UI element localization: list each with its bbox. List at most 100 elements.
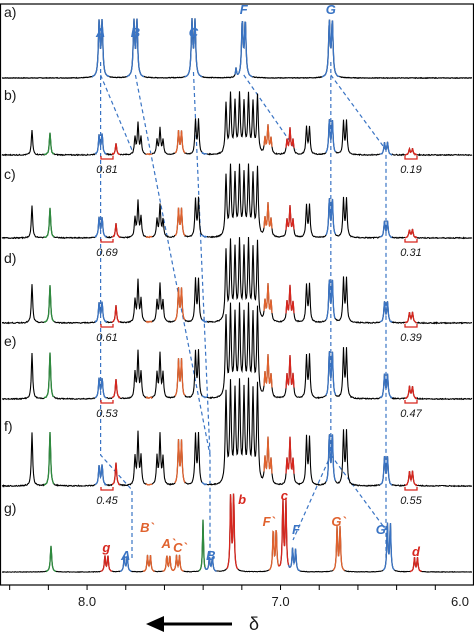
blue-peak-trace <box>201 319 207 323</box>
peak-label-F`: F` <box>263 514 276 529</box>
guide-G-lower <box>330 454 387 531</box>
panel-label: c) <box>4 166 16 182</box>
red-peak-trace <box>111 378 121 399</box>
integral-bracket-left <box>100 487 114 491</box>
spectrum-b <box>1 91 473 157</box>
peak-label-A`: A` <box>160 536 175 551</box>
guide-F-lower <box>292 62 332 541</box>
ratio-right: 0.39 <box>400 332 421 344</box>
peak-A-trace <box>94 216 107 238</box>
orange-peak-trace <box>174 358 186 397</box>
spectrum-a <box>1 18 472 80</box>
panel-label: b) <box>4 87 16 103</box>
green-peak-trace <box>43 285 55 323</box>
blue-peak-trace <box>379 141 393 156</box>
integral-bracket-right <box>404 156 418 160</box>
ratio-right: 0.47 <box>400 408 422 420</box>
peak-label-c: c <box>281 488 289 503</box>
peak-A-trace <box>94 301 108 324</box>
peak-B-trace <box>126 18 145 78</box>
peak-A-trace <box>94 133 107 155</box>
ratio-right: 0.19 <box>400 164 421 176</box>
ratio-left: 0.69 <box>96 247 117 259</box>
blue-peak-trace <box>201 481 208 486</box>
green-peak-trace <box>198 519 207 572</box>
orange-peak-trace <box>145 396 153 400</box>
integral-bracket-right <box>404 400 418 404</box>
red-peak-trace <box>404 146 418 156</box>
red-peak-trace <box>285 355 295 389</box>
orange-peak-trace <box>263 202 273 229</box>
peak-F-trace <box>287 547 301 572</box>
peak-G-trace <box>325 198 337 236</box>
blue-peak-trace <box>379 456 393 486</box>
peak-label-C: C <box>189 25 199 40</box>
peak-G`-trace <box>332 525 346 572</box>
peak-label-F: F <box>292 522 301 537</box>
orange-peak-trace <box>145 320 153 324</box>
blue-peak-trace <box>379 373 393 399</box>
orange-peak-trace <box>174 287 186 321</box>
orange-peak-trace <box>174 130 186 154</box>
peak-A-trace <box>91 18 110 78</box>
blue-peak-trace <box>201 234 207 239</box>
panel-label: a) <box>4 4 16 20</box>
x-tick-label: 7.0 <box>271 594 289 609</box>
x-axis-title: δ <box>249 614 259 633</box>
blue-peak-trace <box>201 151 208 155</box>
red-peak-trace <box>285 205 295 230</box>
peak-A-trace <box>94 377 107 399</box>
orange-peak-trace <box>263 124 273 147</box>
integral-bracket-left <box>100 324 114 328</box>
orange-peak-trace <box>263 354 273 388</box>
guide-A-diag <box>100 74 133 151</box>
peak-G-trace <box>325 351 337 396</box>
x-tick-label: 6.0 <box>451 594 469 609</box>
panel-label: g) <box>4 500 16 516</box>
guide-G <box>330 74 387 560</box>
peak-C`-trace <box>171 554 184 572</box>
integral-bracket-left <box>100 156 114 160</box>
panel-label: e) <box>4 333 16 349</box>
peak-label-b: b <box>238 492 246 507</box>
integral-bracket-left <box>100 239 114 243</box>
peak-B-trace <box>204 556 217 572</box>
ratio-right: 0.55 <box>400 495 422 507</box>
ratio-left: 0.81 <box>96 164 117 176</box>
orange-peak-trace <box>145 152 152 156</box>
spectrum-f <box>1 377 472 488</box>
peak-g-trace <box>100 555 113 572</box>
peak-G-trace <box>322 19 340 78</box>
peak-A-trace <box>94 464 107 486</box>
blue-peak-trace <box>379 220 393 239</box>
spectrum-d <box>2 236 473 325</box>
ratio-left: 0.61 <box>96 332 117 344</box>
peak-label-A: A <box>120 548 130 563</box>
orange-peak-trace <box>145 483 153 486</box>
red-peak-trace <box>285 127 295 148</box>
panel-label: f) <box>4 418 13 434</box>
red-peak-trace <box>285 436 295 474</box>
peak-label-B: B <box>206 548 215 563</box>
orange-peak-trace <box>145 235 153 239</box>
peak-label-d: d <box>412 544 421 559</box>
green-peak-trace <box>45 545 56 573</box>
peak-label-B: B <box>131 25 140 40</box>
spectrum-c <box>1 163 473 240</box>
peak-label-G: G <box>376 522 386 537</box>
spectra-traces <box>1 18 473 573</box>
peak-label-B`: B` <box>140 520 154 535</box>
blue-peak-trace <box>201 395 208 399</box>
peak-label-C`: C` <box>173 540 187 555</box>
red-peak-trace <box>285 284 295 314</box>
orange-peak-trace <box>174 207 186 237</box>
red-peak-trace <box>404 470 418 487</box>
peak-label-F: F <box>240 2 249 17</box>
peak-label-G`: G` <box>331 514 346 529</box>
green-peak-trace <box>43 207 55 239</box>
red-peak-trace <box>111 462 121 486</box>
green-peak-trace <box>43 352 55 399</box>
peak-F`-trace <box>268 530 282 571</box>
integral-bracket-right <box>404 239 418 243</box>
peak-b-trace <box>226 493 239 570</box>
